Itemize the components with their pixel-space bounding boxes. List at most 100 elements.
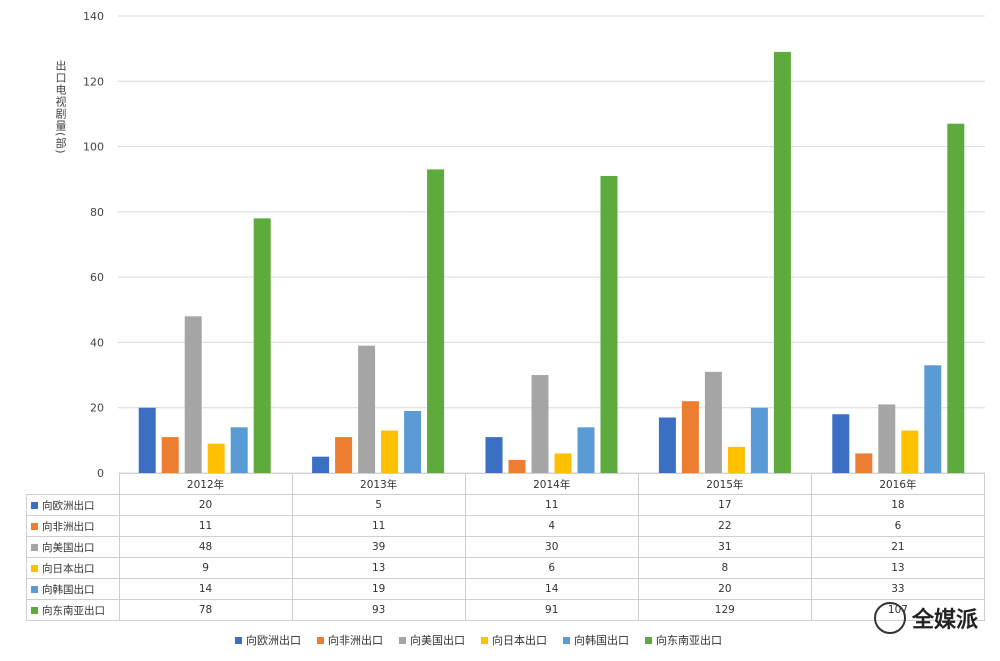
bar (381, 430, 399, 473)
legend-label: 向东南亚出口 (656, 634, 722, 647)
bar (508, 459, 526, 473)
table-row: 向东南亚出口 78 93 91 129 107 (26, 599, 986, 621)
legend-swatch (235, 636, 242, 644)
bar (427, 169, 445, 473)
legend-item: 向美国出口 (399, 632, 465, 648)
bar (253, 218, 271, 473)
table-cell: 6 (810, 515, 986, 537)
bar (855, 453, 873, 473)
x-tick-label: 2015年 (637, 473, 812, 495)
legend: 向欧洲出口 向非洲出口 向美国出口 向日本出口 向韩国出口 向东南亚出口 (235, 632, 722, 648)
x-tick-label: 2016年 (810, 473, 986, 495)
bar (531, 375, 549, 473)
table-cell: 11 (464, 494, 639, 516)
bar (704, 371, 722, 473)
table-cell: 91 (464, 599, 639, 621)
legend-swatch (645, 636, 652, 644)
legend-swatch (399, 636, 406, 644)
table-cell: 21 (810, 536, 986, 558)
table-cell: 9 (118, 557, 293, 579)
data-table: 2012年 2013年 2014年 2015年 2016年 向欧洲出口 20 5 11 17 18 向… (26, 473, 986, 621)
bar (404, 410, 422, 473)
x-tick-label: 2012年 (118, 473, 293, 495)
series-name: 向日本出口 (42, 562, 95, 575)
table-cell: 13 (291, 557, 466, 579)
bar (600, 175, 618, 473)
series-name: 向欧洲出口 (42, 499, 95, 512)
series-name: 向美国出口 (42, 541, 95, 554)
series-name: 向东南亚出口 (42, 604, 105, 617)
legend-item: 向韩国出口 (563, 632, 629, 648)
grid-lines (118, 15, 985, 474)
x-tick-label: 2013年 (291, 473, 466, 495)
y-axis-label: 出口电视剧量(部) (54, 60, 67, 155)
table-cell: 20 (637, 578, 812, 600)
series-swatch (31, 502, 38, 509)
table-row: 向欧洲出口 20 5 11 17 18 (26, 494, 986, 516)
table-cell: 6 (464, 557, 639, 579)
watermark-text: 全媒派 (911, 608, 978, 633)
legend-item: 向欧洲出口 (235, 632, 301, 648)
watermark: 全媒派 (873, 602, 978, 634)
legend-label: 向日本出口 (492, 634, 547, 647)
bar (773, 51, 791, 474)
bar (681, 401, 699, 473)
series-swatch (31, 565, 38, 572)
table-cell: 18 (810, 494, 986, 516)
table-cell: 11 (118, 515, 293, 537)
legend-label: 向非洲出口 (328, 634, 383, 647)
legend-swatch (481, 636, 488, 644)
table-cell: 20 (118, 494, 293, 516)
table-cell: 33 (810, 578, 986, 600)
table-row-label: 向非洲出口 (26, 515, 120, 537)
bar (184, 316, 202, 473)
table-cell: 19 (291, 578, 466, 600)
table-row: 向美国出口 48 39 30 31 21 (26, 536, 986, 558)
table-cell: 31 (637, 536, 812, 558)
y-tick-label: 20 (90, 402, 104, 415)
legend-swatch (317, 636, 324, 644)
legend-label: 向美国出口 (410, 634, 465, 647)
bar (230, 427, 248, 473)
legend-label: 向韩国出口 (574, 634, 629, 647)
table-cell: 4 (464, 515, 639, 537)
bar (832, 414, 850, 473)
series-name: 向韩国出口 (42, 583, 95, 596)
series-swatch (31, 607, 38, 614)
bar (335, 437, 353, 473)
y-tick-label: 100 (83, 141, 104, 154)
table-corner (26, 473, 120, 495)
y-tick-label: 120 (83, 75, 104, 88)
y-tick-label: 140 (83, 10, 104, 23)
legend-item: 向日本出口 (481, 632, 547, 648)
legend-item: 向东南亚出口 (645, 632, 722, 648)
table-row-label: 向东南亚出口 (26, 599, 120, 621)
series-name: 向非洲出口 (42, 520, 95, 533)
wechat-icon (873, 602, 906, 634)
table-cell: 22 (637, 515, 812, 537)
x-tick-label: 2014年 (464, 473, 639, 495)
bar (207, 443, 225, 473)
y-tick-label: 40 (90, 336, 104, 349)
table-row: 向韩国出口 14 19 14 20 33 (26, 578, 986, 600)
table-row-label: 向日本出口 (26, 557, 120, 579)
bar (658, 417, 676, 473)
table-cell: 30 (464, 536, 639, 558)
table-cell: 13 (810, 557, 986, 579)
table-row-label: 向美国出口 (26, 536, 120, 558)
table-cell: 93 (291, 599, 466, 621)
bar (750, 407, 768, 473)
bar (485, 437, 503, 473)
table-row: 向非洲出口 11 11 4 22 6 (26, 515, 986, 537)
table-cell: 8 (637, 557, 812, 579)
bar (312, 456, 330, 473)
legend-swatch (563, 636, 570, 644)
series-swatch (31, 586, 38, 593)
table-cell: 14 (464, 578, 639, 600)
y-tick-label: 60 (90, 271, 104, 284)
bar (161, 437, 179, 473)
legend-item: 向非洲出口 (317, 632, 383, 648)
table-cell: 129 (637, 599, 812, 621)
